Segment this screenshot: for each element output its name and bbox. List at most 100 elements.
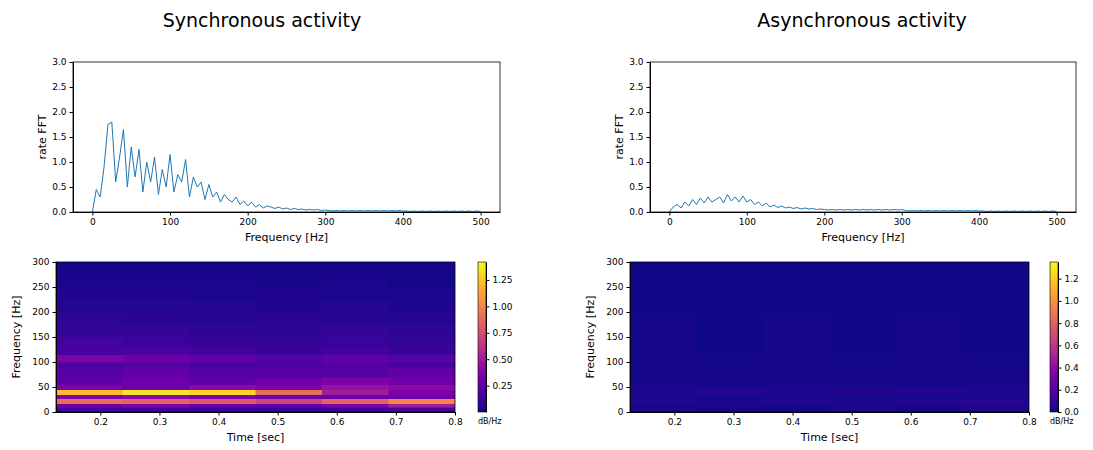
- tick: 0.75: [486, 328, 513, 338]
- heatmap-cell: [830, 347, 897, 355]
- tick-label: 0.5: [629, 182, 643, 192]
- heatmap-cell: [123, 395, 190, 399]
- heatmap-cell: [896, 367, 963, 377]
- tick: 2.0: [52, 107, 73, 117]
- heatmap-cell: [963, 337, 1030, 347]
- heatmap-cell: [123, 355, 190, 363]
- heatmap-panel: 0.20.30.40.50.60.70.8050100150200250300T…: [584, 257, 1079, 444]
- tick-label: 100: [739, 217, 756, 227]
- heatmap-cell: [963, 367, 1030, 377]
- spectrum-line: [669, 195, 1056, 213]
- heatmap-cell: [697, 362, 764, 367]
- x-axis: 0.20.30.40.50.60.70.8: [631, 412, 1037, 427]
- heatmap-cell: [830, 385, 897, 390]
- line-panel: 01002003004005000.00.51.01.52.02.53.0Fre…: [613, 57, 1077, 244]
- tick: 1.0: [52, 157, 73, 167]
- tick-label: 1.5: [52, 132, 66, 142]
- heatmap-cell: [630, 367, 697, 377]
- tick-mark: [911, 412, 912, 416]
- tick: 3.0: [629, 57, 650, 67]
- tick-mark: [647, 112, 651, 113]
- heatmap-cell: [896, 407, 963, 412]
- axis-line: [73, 63, 74, 213]
- axis-line: [651, 212, 1077, 213]
- heatmap-cell: [630, 362, 697, 367]
- tick-mark: [325, 212, 326, 216]
- heatmap-cell: [763, 287, 830, 300]
- colorbar-axis: 0.00.20.40.60.81.01.2: [1058, 263, 1079, 418]
- tick: 0.0: [1058, 407, 1079, 417]
- heatmap-cell: [189, 404, 256, 408]
- heatmap-cell: [56, 262, 123, 275]
- tick-label: 0.25: [493, 381, 513, 391]
- plot-area: [669, 195, 1056, 213]
- heatmap-cell: [830, 355, 897, 363]
- heatmap-cell: [896, 347, 963, 355]
- heatmap-cell: [830, 404, 897, 408]
- heatmap-cell: [630, 275, 697, 288]
- tick-label: 300: [606, 257, 623, 267]
- tick: 1.0: [1058, 296, 1079, 306]
- heatmap-cell: [256, 404, 323, 408]
- tick: 0.5: [52, 182, 73, 192]
- tick-mark: [92, 212, 93, 216]
- heatmap-cell: [256, 262, 323, 275]
- tick-label: 2.5: [52, 82, 66, 92]
- heatmap-cell: [830, 377, 897, 385]
- plot-frame: [56, 262, 455, 412]
- tick-mark: [1058, 368, 1062, 369]
- tick-mark: [396, 412, 397, 416]
- heatmap-cell: [697, 390, 764, 395]
- heatmap-cell: [56, 390, 123, 395]
- heatmap-cell: [389, 399, 456, 404]
- plot-frame: [73, 62, 500, 212]
- tick-mark: [793, 412, 794, 416]
- heatmap-cell: [56, 367, 123, 377]
- heatmap-cell: [389, 367, 456, 377]
- tick-mark: [674, 412, 675, 416]
- heatmap-cell: [322, 262, 389, 275]
- heatmap-cell: [56, 377, 123, 385]
- tick: 0.5: [845, 412, 859, 427]
- tick: 0.2: [1058, 385, 1079, 395]
- heatmap-cell: [56, 407, 123, 412]
- tick-label: 0.5: [271, 417, 285, 427]
- heatmap-cell: [389, 377, 456, 385]
- heatmap-cell: [123, 262, 190, 275]
- heatmap-cell: [697, 275, 764, 288]
- heatmap-cell: [963, 287, 1030, 300]
- heatmap-cell: [56, 275, 123, 288]
- tick-mark: [170, 212, 171, 216]
- heatmap-cell: [322, 287, 389, 300]
- tick-mark: [486, 359, 490, 360]
- heatmap-cell: [763, 395, 830, 399]
- heatmap-cell: [763, 312, 830, 325]
- heatmap-cell: [322, 404, 389, 408]
- tick: 0.0: [629, 207, 650, 217]
- heatmap-cell: [256, 385, 323, 390]
- panel-title: Synchronous activity: [163, 9, 362, 31]
- heatmap-cell: [830, 337, 897, 347]
- heatmap-cell: [697, 404, 764, 408]
- heatmap-cell: [630, 377, 697, 385]
- tick-label: 2.5: [629, 82, 643, 92]
- y-axis: 0.00.51.01.52.02.53.0: [52, 57, 73, 217]
- tick: 200: [32, 307, 56, 317]
- tick-label: 0: [44, 407, 50, 417]
- tick: 1.5: [52, 132, 73, 142]
- heatmap-cell: [389, 262, 456, 275]
- tick: 500: [472, 212, 489, 227]
- heatmap-cell: [763, 385, 830, 390]
- x-axis: 0100200300400500: [651, 212, 1077, 227]
- tick-label: 0.50: [493, 355, 513, 365]
- spectrum-line: [92, 122, 480, 212]
- tick-mark: [647, 162, 651, 163]
- heatmap-cell: [123, 312, 190, 325]
- heatmap-cell: [322, 325, 389, 338]
- tick-label: 0: [90, 217, 96, 227]
- heatmap-cell: [963, 312, 1030, 325]
- heatmap-cell: [389, 362, 456, 367]
- y-axis-title: rate FFT: [613, 114, 626, 159]
- heatmap-cell: [322, 312, 389, 325]
- tick: 250: [32, 282, 56, 292]
